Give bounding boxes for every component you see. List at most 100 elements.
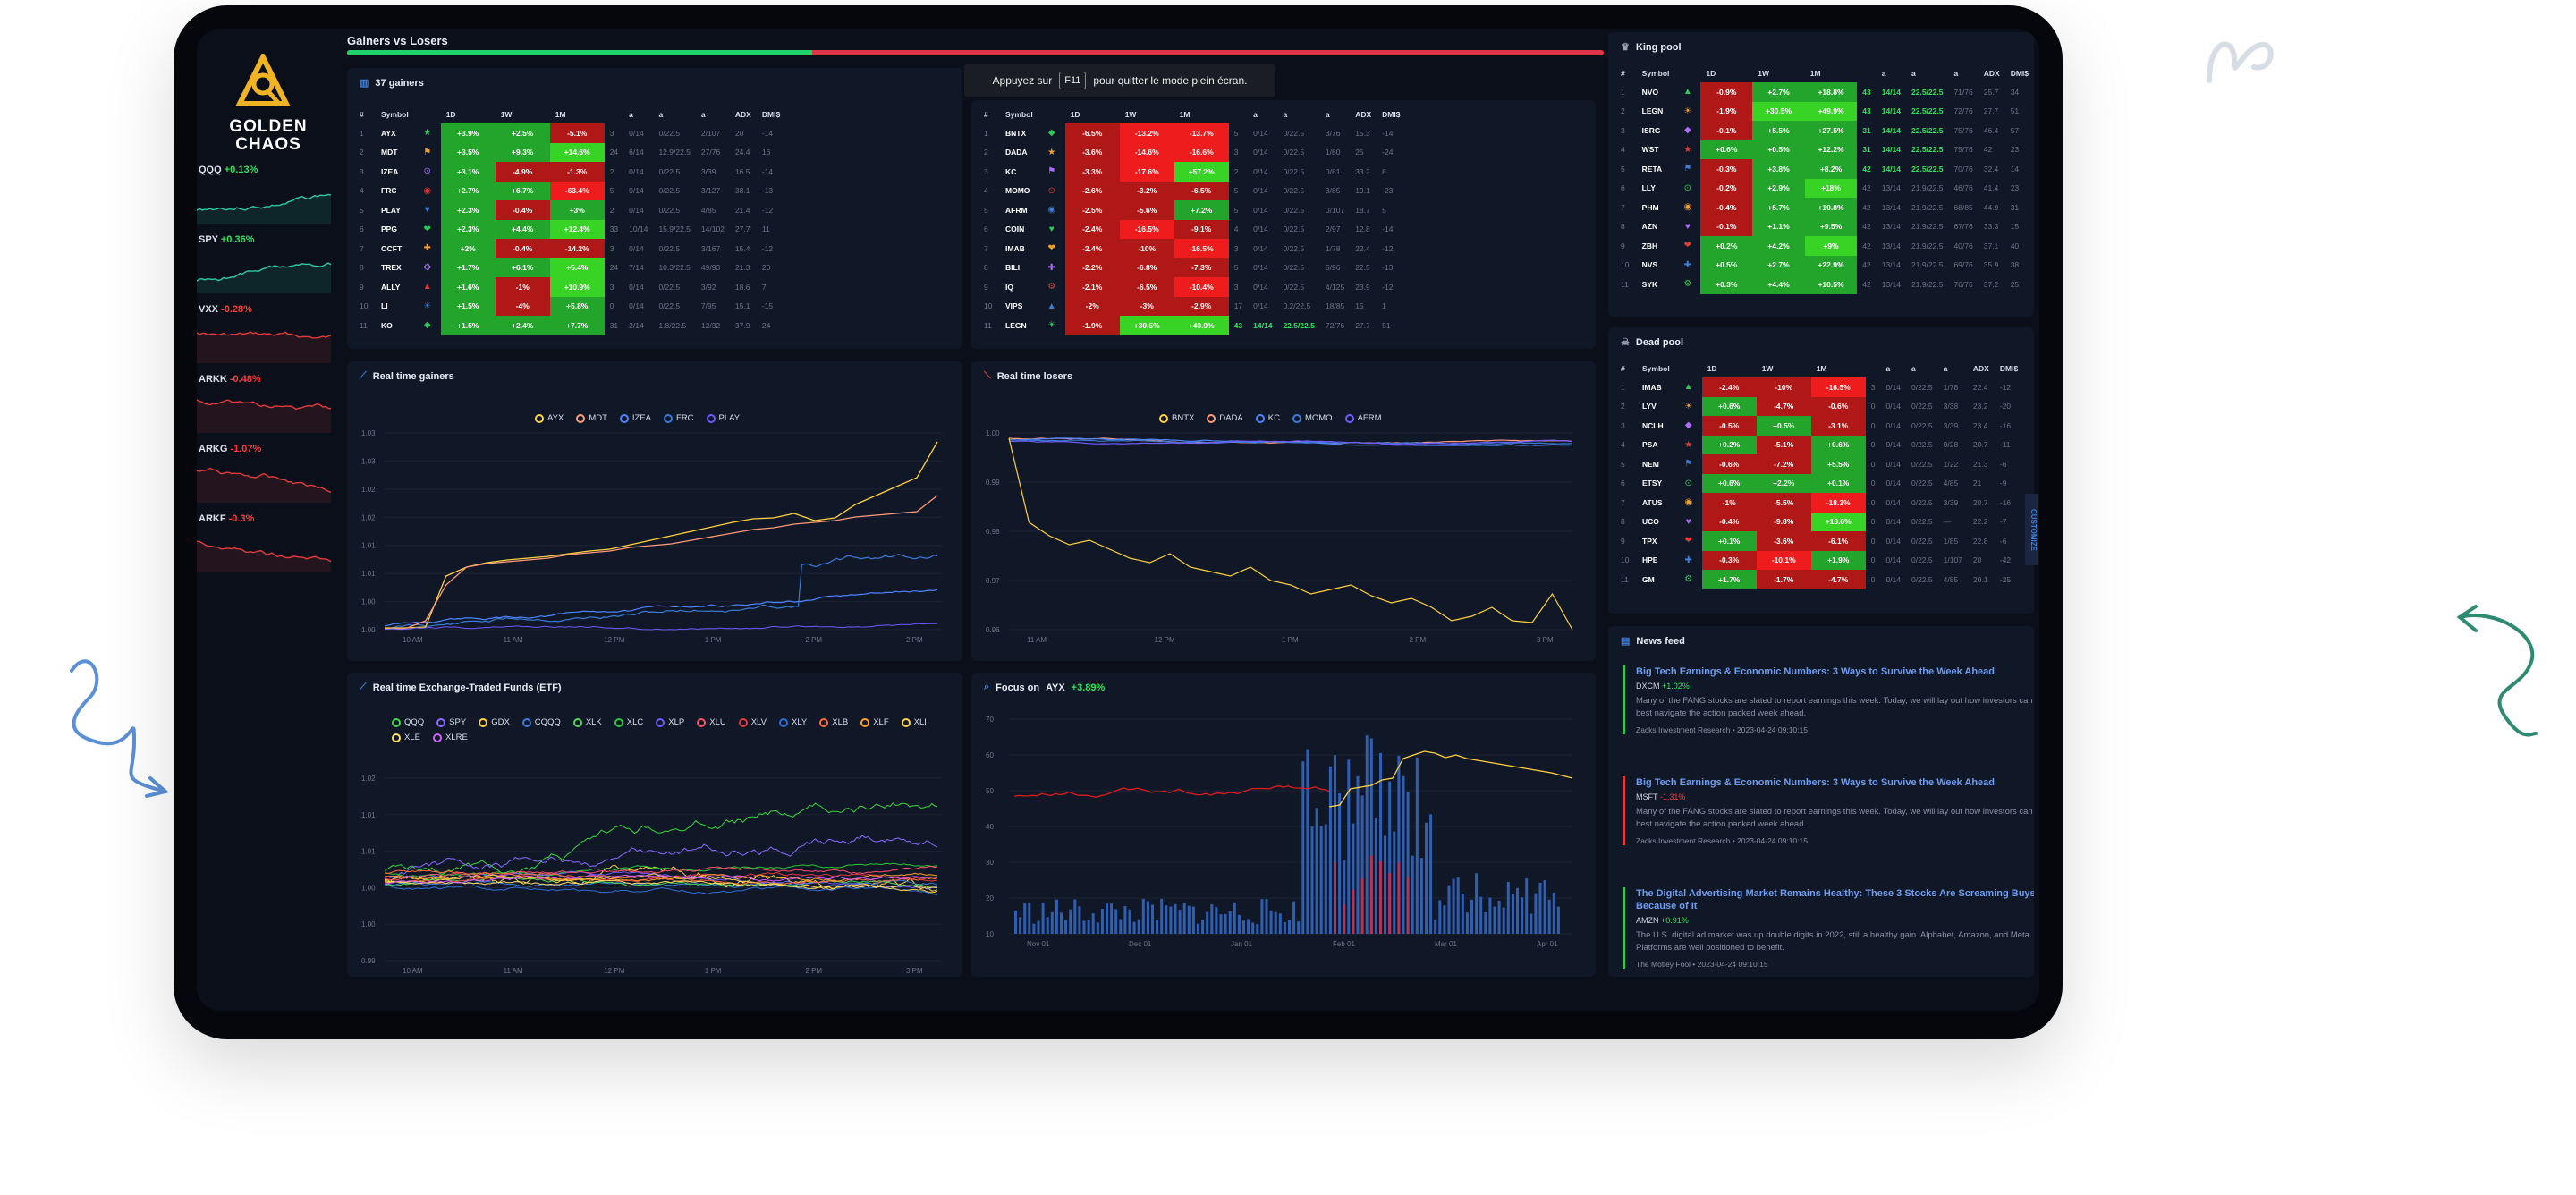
table-row[interactable]: 4 PSA ★ +0.2% -5.1% +0.6% 0 0/14 0/22.5 0/28 20.7-…	[1615, 435, 2023, 454]
table-row[interactable]: 1 NVO ▲ -0.9% +2.7% +18.8% 43 14/14 22.5/22.5 71/…	[1615, 82, 2034, 102]
column-header[interactable]	[605, 106, 623, 123]
news-title[interactable]: The Digital Advertising Market Remains H…	[1636, 888, 2034, 911]
symbol-cell[interactable]: WST	[1641, 145, 1659, 155]
legend-item[interactable]: QQQ	[392, 717, 424, 727]
symbol-cell[interactable]: NVO	[1641, 87, 1659, 97]
legend-item[interactable]: XLP	[656, 717, 684, 727]
legend-item[interactable]: XLY	[778, 717, 807, 727]
legend-item[interactable]: IZEA	[619, 413, 651, 423]
symbol-cell[interactable]: LYV	[1642, 402, 1657, 411]
sidebar-ticker-arkf[interactable]: ARKF -0.3%	[197, 512, 333, 592]
column-header[interactable]: a	[1283, 110, 1288, 119]
symbol-cell[interactable]: PHM	[1641, 202, 1659, 212]
table-row[interactable]: 9 IQ ⚙ -2.1% -6.5% -10.4% 3 0/14 0/22.5 4/125 23.9…	[979, 277, 1405, 297]
column-header[interactable]: Symbol	[1005, 110, 1033, 119]
legend-item[interactable]: XLE	[392, 733, 420, 742]
table-row[interactable]: 7 PHM ◉ -0.4% +5.7% +10.8% 42 13/14 21.9/22.5 68/…	[1615, 198, 2034, 217]
symbol-cell[interactable]: RETA	[1641, 164, 1663, 174]
table-row[interactable]: 4 WST ★ +0.6% +0.5% +12.2% 31 14/14 22.5/22.5 75/…	[1615, 140, 2034, 159]
table-row[interactable]: 11 SYK ⚙ +0.3% +4.4% +10.5% 42 13/14 21.9/22.5 76…	[1615, 275, 2034, 294]
symbol-cell[interactable]: KC	[1005, 166, 1017, 176]
symbol-cell[interactable]: UCO	[1642, 517, 1659, 527]
legend-item[interactable]: BNTX	[1159, 413, 1194, 423]
symbol-cell[interactable]: ISRG	[1641, 125, 1661, 135]
symbol-cell[interactable]: KO	[381, 320, 393, 330]
column-header[interactable]: ADX	[734, 110, 751, 119]
column-header[interactable]: DMI$	[1999, 364, 2019, 373]
column-header[interactable]: #	[1621, 364, 1625, 373]
symbol-cell[interactable]: LI	[381, 301, 388, 311]
table-row[interactable]: 3 KC ⚑ -3.3% -17.6% +57.2% 2 0/14 0/22.5 0/81 33.2…	[979, 162, 1405, 182]
symbol-cell[interactable]: VIPS	[1005, 301, 1023, 311]
column-header[interactable]: 1W	[1124, 110, 1137, 119]
symbol-cell[interactable]: IQ	[1005, 282, 1013, 292]
column-header[interactable]	[1038, 106, 1065, 123]
column-header[interactable]	[1229, 106, 1248, 123]
symbol-cell[interactable]: MDT	[381, 148, 398, 157]
legend-item[interactable]: MDT	[576, 413, 607, 423]
table-row[interactable]: 3 NCLH ◆ -0.5% +0.5% -3.1% 0 0/14 0/22.5 3/39 23.4…	[1615, 416, 2023, 436]
table-row[interactable]: 4 MOMO ⊙ -2.6% -3.2% -6.5% 5 0/14 0/22.5 3/85 19.1…	[979, 181, 1405, 200]
symbol-cell[interactable]: GM	[1642, 574, 1655, 584]
legend-item[interactable]: KC	[1255, 413, 1280, 423]
symbol-cell[interactable]: LEGN	[1641, 106, 1664, 116]
column-header[interactable]	[1857, 64, 1876, 82]
column-header[interactable]: ADX	[1983, 69, 2000, 78]
column-header[interactable]: DMI$	[761, 110, 781, 119]
sidebar-ticker-arkg[interactable]: ARKG -1.07%	[197, 442, 333, 522]
customize-tab[interactable]: CUSTOMIZE	[2025, 494, 2038, 565]
column-header[interactable]: 1W	[1761, 364, 1774, 373]
symbol-cell[interactable]: BILI	[1005, 263, 1021, 273]
legend-item[interactable]: XLF	[860, 717, 889, 727]
table-row[interactable]: 4 FRC ◉ +2.7% +6.7% -63.4% 5 0/14 0/22.5 3/127 38.…	[354, 181, 785, 200]
symbol-cell[interactable]: TREX	[381, 263, 402, 273]
table-row[interactable]: 7 IMAB ❤ -2.4% -10% -16.5% 3 0/14 0/22.5 1/78 22.4…	[979, 239, 1405, 258]
symbol-cell[interactable]: ATUS	[1642, 497, 1663, 507]
news-symbol[interactable]: DXCM	[1636, 682, 1660, 691]
table-row[interactable]: 11 GM ⚙ +1.7% -1.7% -4.7% 0 0/14 0/22.5 4/85 20.1-…	[1615, 570, 2023, 589]
news-symbol[interactable]: MSFT	[1636, 792, 1658, 801]
symbol-cell[interactable]: PSA	[1642, 440, 1658, 450]
sidebar-ticker-vxx[interactable]: VXX -0.28%	[197, 302, 333, 383]
column-header[interactable]: 1D	[445, 110, 456, 119]
news-symbol[interactable]: AMZN	[1636, 916, 1659, 925]
column-header[interactable]: a	[1911, 364, 1916, 373]
legend-item[interactable]: CQQQ	[521, 717, 561, 727]
symbol-cell[interactable]: PLAY	[381, 205, 401, 215]
table-row[interactable]: 8 AZN ♥ -0.1% +1.1% +9.5% 42 13/14 21.9/22.5 67/7…	[1615, 216, 2034, 236]
symbol-cell[interactable]: AFRM	[1005, 205, 1028, 215]
table-row[interactable]: 3 IZEA ⊙ +3.1% -4.9% -1.3% 2 0/14 0/22.5 3/39 16.5…	[354, 162, 785, 182]
table-row[interactable]: 1 AYX ★ +3.9% +2.5% -5.1% 3 0/14 0/22.5 2/107 20 -1…	[354, 123, 785, 143]
legend-item[interactable]: PLAY	[706, 413, 740, 423]
table-row[interactable]: 8 BILI ✚ -2.2% -6.8% -7.3% 5 0/14 0/22.5 5/96 22.5…	[979, 258, 1405, 277]
sidebar-ticker-arkk[interactable]: ARKK -0.48%	[197, 372, 333, 453]
column-header[interactable]: a	[658, 110, 664, 119]
column-header[interactable]: ADX	[1972, 364, 1989, 373]
column-header[interactable]: a	[1943, 364, 1948, 373]
column-header[interactable]: 1W	[1758, 69, 1769, 78]
column-header[interactable]: a	[1253, 110, 1258, 119]
symbol-cell[interactable]: SYK	[1641, 279, 1658, 289]
table-row[interactable]: 6 COIN ♥ -2.4% -16.5% -9.1% 4 0/14 0/22.5 2/97 12.…	[979, 219, 1405, 239]
column-header[interactable]	[414, 106, 441, 123]
table-row[interactable]: 10 NVS ✚ +0.5% +2.7% +22.9% 42 13/14 21.9/22.5 69…	[1615, 255, 2034, 275]
column-header[interactable]: Symbol	[1641, 69, 1670, 78]
symbol-cell[interactable]: ETSY	[1642, 479, 1663, 488]
column-header[interactable]: #	[984, 110, 988, 119]
table-row[interactable]: 11 LEGN ☀ -1.9% +30.5% +49.9% 43 14/14 22.5/22.5…	[979, 316, 1405, 335]
table-row[interactable]: 10 LI ☀ +1.5% -4% +5.8% 0 0/14 0/22.5 7/95 15.1 -15	[354, 296, 785, 316]
column-header[interactable]	[1675, 360, 1702, 377]
legend-item[interactable]: FRC	[664, 413, 694, 423]
symbol-cell[interactable]: AYX	[381, 128, 396, 138]
legend-item[interactable]: DADA	[1207, 413, 1243, 423]
symbol-cell[interactable]: NVS	[1641, 260, 1658, 270]
column-header[interactable]: a	[629, 110, 633, 119]
legend-item[interactable]: GDX	[479, 717, 510, 727]
news-title[interactable]: Big Tech Earnings & Economic Numbers: 3 …	[1636, 666, 1995, 677]
symbol-cell[interactable]: BNTX	[1005, 128, 1027, 138]
table-row[interactable]: 5 NEM ⚑ -0.6% -7.2% +5.5% 0 0/14 0/22.5 1/22 21.3-…	[1615, 454, 2023, 474]
legend-item[interactable]: AFRM	[1344, 413, 1381, 423]
column-header[interactable]	[1866, 360, 1881, 377]
table-row[interactable]: 2 LYV ☀ +0.6% -4.7% -0.6% 0 0/14 0/22.5 3/38 23.2-…	[1615, 396, 2023, 416]
table-row[interactable]: 2 LEGN ☀ -1.9% +30.5% +49.9% 43 14/14 22.5/22.5 7…	[1615, 101, 2034, 121]
